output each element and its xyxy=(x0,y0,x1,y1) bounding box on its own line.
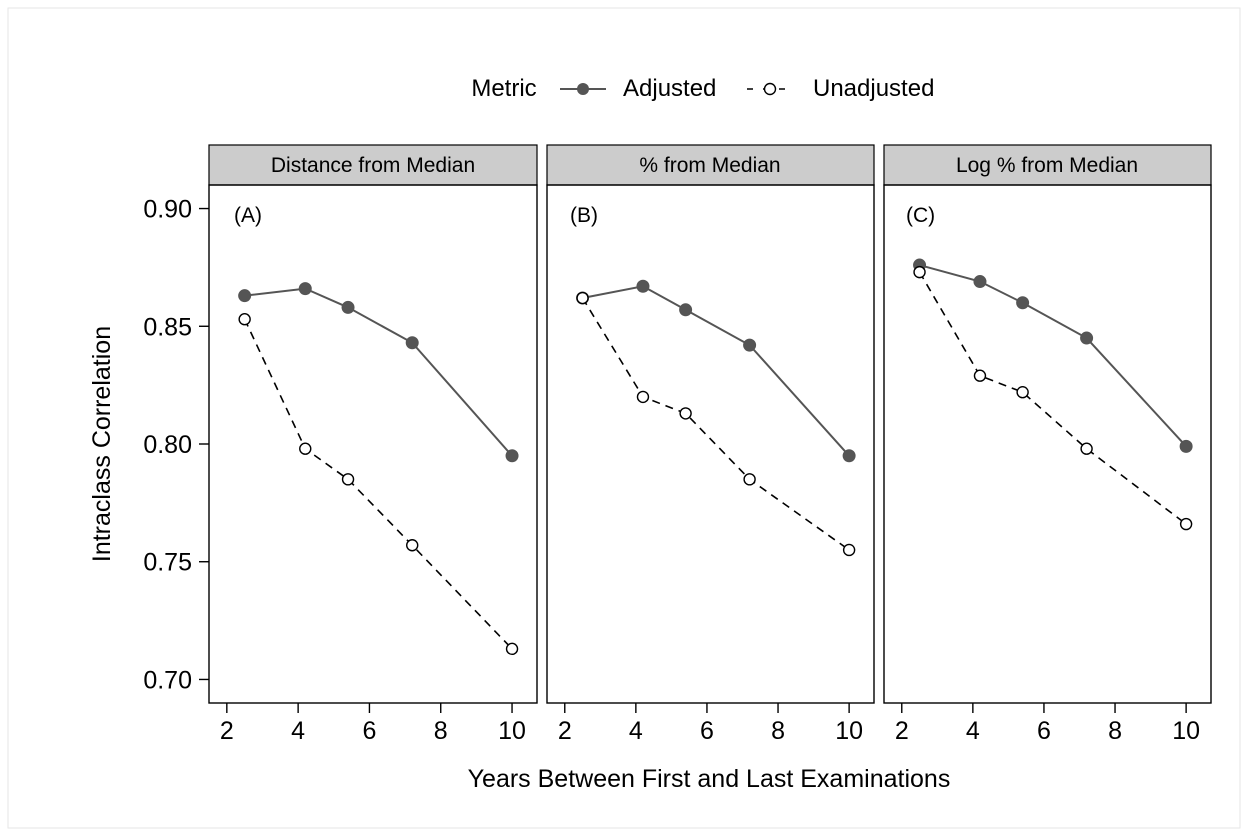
panel-c-x-tick-label-1: 4 xyxy=(966,717,980,745)
panel-a-unadjusted-point-3 xyxy=(406,539,419,552)
panel-a-label: (A) xyxy=(234,204,262,227)
panel-a-strip-label: Distance from Median xyxy=(271,154,475,177)
panel-c-unadjusted-point-0 xyxy=(913,265,926,279)
y-axis-title: Intraclass Correlation xyxy=(88,326,116,562)
panel-c-adjusted-point-4 xyxy=(1179,439,1193,453)
legend-adjusted-marker xyxy=(577,83,589,95)
panel-b-adjusted-point-1 xyxy=(636,279,650,293)
y-axis: 0.70 0.75 0.80 0.85 0.90 xyxy=(143,196,209,694)
figure-border xyxy=(7,7,1241,829)
panel-a-adjusted-point-2 xyxy=(341,300,355,314)
panel-c-strip xyxy=(883,144,1212,186)
panel-a-unadjusted-point-2 xyxy=(341,473,355,486)
legend-title: Metric xyxy=(471,75,536,102)
panel-a-unadjusted-point-0 xyxy=(238,313,251,326)
panel-b-strip-label: % from Median xyxy=(639,154,780,177)
panel-a-adjusted-point-4 xyxy=(505,449,519,463)
panel-a-adjusted-point-0 xyxy=(238,289,252,303)
panel-a-adjusted-point-3 xyxy=(405,336,419,350)
panel-c-unadjusted-point-4 xyxy=(1179,517,1193,531)
panel-b-unadjusted-point-3 xyxy=(743,473,756,486)
panel-c-adjusted-point-1 xyxy=(973,275,987,289)
panel-c-frame xyxy=(883,184,1212,704)
panel-b-adjusted-point-4 xyxy=(842,449,856,463)
panel-b-frame xyxy=(546,184,875,704)
panel-b-strip xyxy=(546,144,875,186)
panel-c-x-tick-label-4: 10 xyxy=(1172,717,1200,745)
panel-b-marks xyxy=(576,279,856,557)
panel-c-unadjusted-point-1 xyxy=(973,369,987,382)
panel-b-unadjusted-point-4 xyxy=(842,543,856,557)
panel-c-label: (C) xyxy=(906,204,935,227)
panel-a-x-tick-label-0: 2 xyxy=(220,717,234,745)
panel-a-unadjusted-point-1 xyxy=(299,442,312,455)
panel-b-x-tick-label-0: 2 xyxy=(558,717,572,745)
panel-b-adjusted-point-3 xyxy=(743,338,757,352)
panel-b: % from Median (B) xyxy=(546,144,875,704)
panel-b-unadjusted-point-2 xyxy=(679,407,692,420)
panel-a-marks xyxy=(238,282,519,656)
panel-b-x-tick-label-4: 10 xyxy=(835,717,863,745)
panel-b-label: (B) xyxy=(570,204,598,227)
panel-a-x-tick-label-2: 6 xyxy=(362,717,376,745)
legend-unadjusted-label: Unadjusted xyxy=(813,75,934,102)
x-axes: 2 4 6 8 10 2 4 6 8 10 2 4 6 8 10 xyxy=(220,703,1200,745)
x-axis-title: Years Between First and Last Examination… xyxy=(468,765,951,793)
panel-b-x-tick-label-2: 6 xyxy=(700,717,714,745)
panel-c: Log % from Median (C) xyxy=(883,144,1212,704)
panel-c-marks xyxy=(913,258,1193,531)
legend: Metric Adjusted Unadjusted xyxy=(471,75,934,102)
panel-c-adjusted-point-2 xyxy=(1016,296,1030,310)
legend-unadjusted-marker xyxy=(763,82,777,96)
panel-a-strip xyxy=(208,144,538,186)
panel-a-unadjusted-point-4 xyxy=(505,642,519,656)
panel-c-x-tick-label-2: 6 xyxy=(1037,717,1051,745)
y-tick-label-0: 0.70 xyxy=(143,666,192,694)
panel-b-unadjusted-point-0 xyxy=(576,291,589,305)
panel-a-x-tick-label-3: 8 xyxy=(434,717,448,745)
y-tick-label-3: 0.85 xyxy=(143,313,192,341)
panel-b-adjusted-point-2 xyxy=(679,303,693,317)
y-tick-label-4: 0.90 xyxy=(143,196,192,224)
panel-a: Distance from Median (A) xyxy=(208,144,538,704)
panel-c-x-tick-label-0: 2 xyxy=(895,717,909,745)
y-tick-label-1: 0.75 xyxy=(143,549,192,577)
y-tick-label-2: 0.80 xyxy=(143,431,192,459)
panel-b-x-tick-label-3: 8 xyxy=(771,717,785,745)
panel-c-strip-label: Log % from Median xyxy=(956,154,1138,177)
panel-b-unadjusted-point-1 xyxy=(636,390,650,404)
panel-c-x-tick-label-3: 8 xyxy=(1108,717,1122,745)
panel-b-x-tick-label-1: 4 xyxy=(629,717,643,745)
panel-a-x-tick-label-1: 4 xyxy=(291,717,305,745)
panel-c-adjusted-point-3 xyxy=(1080,331,1094,345)
panel-a-x-tick-label-4: 10 xyxy=(498,717,526,745)
legend-adjusted-label: Adjusted xyxy=(623,75,716,102)
panel-c-unadjusted-point-3 xyxy=(1080,442,1093,455)
panel-a-adjusted-point-1 xyxy=(298,282,312,296)
panel-c-unadjusted-point-2 xyxy=(1016,386,1029,399)
